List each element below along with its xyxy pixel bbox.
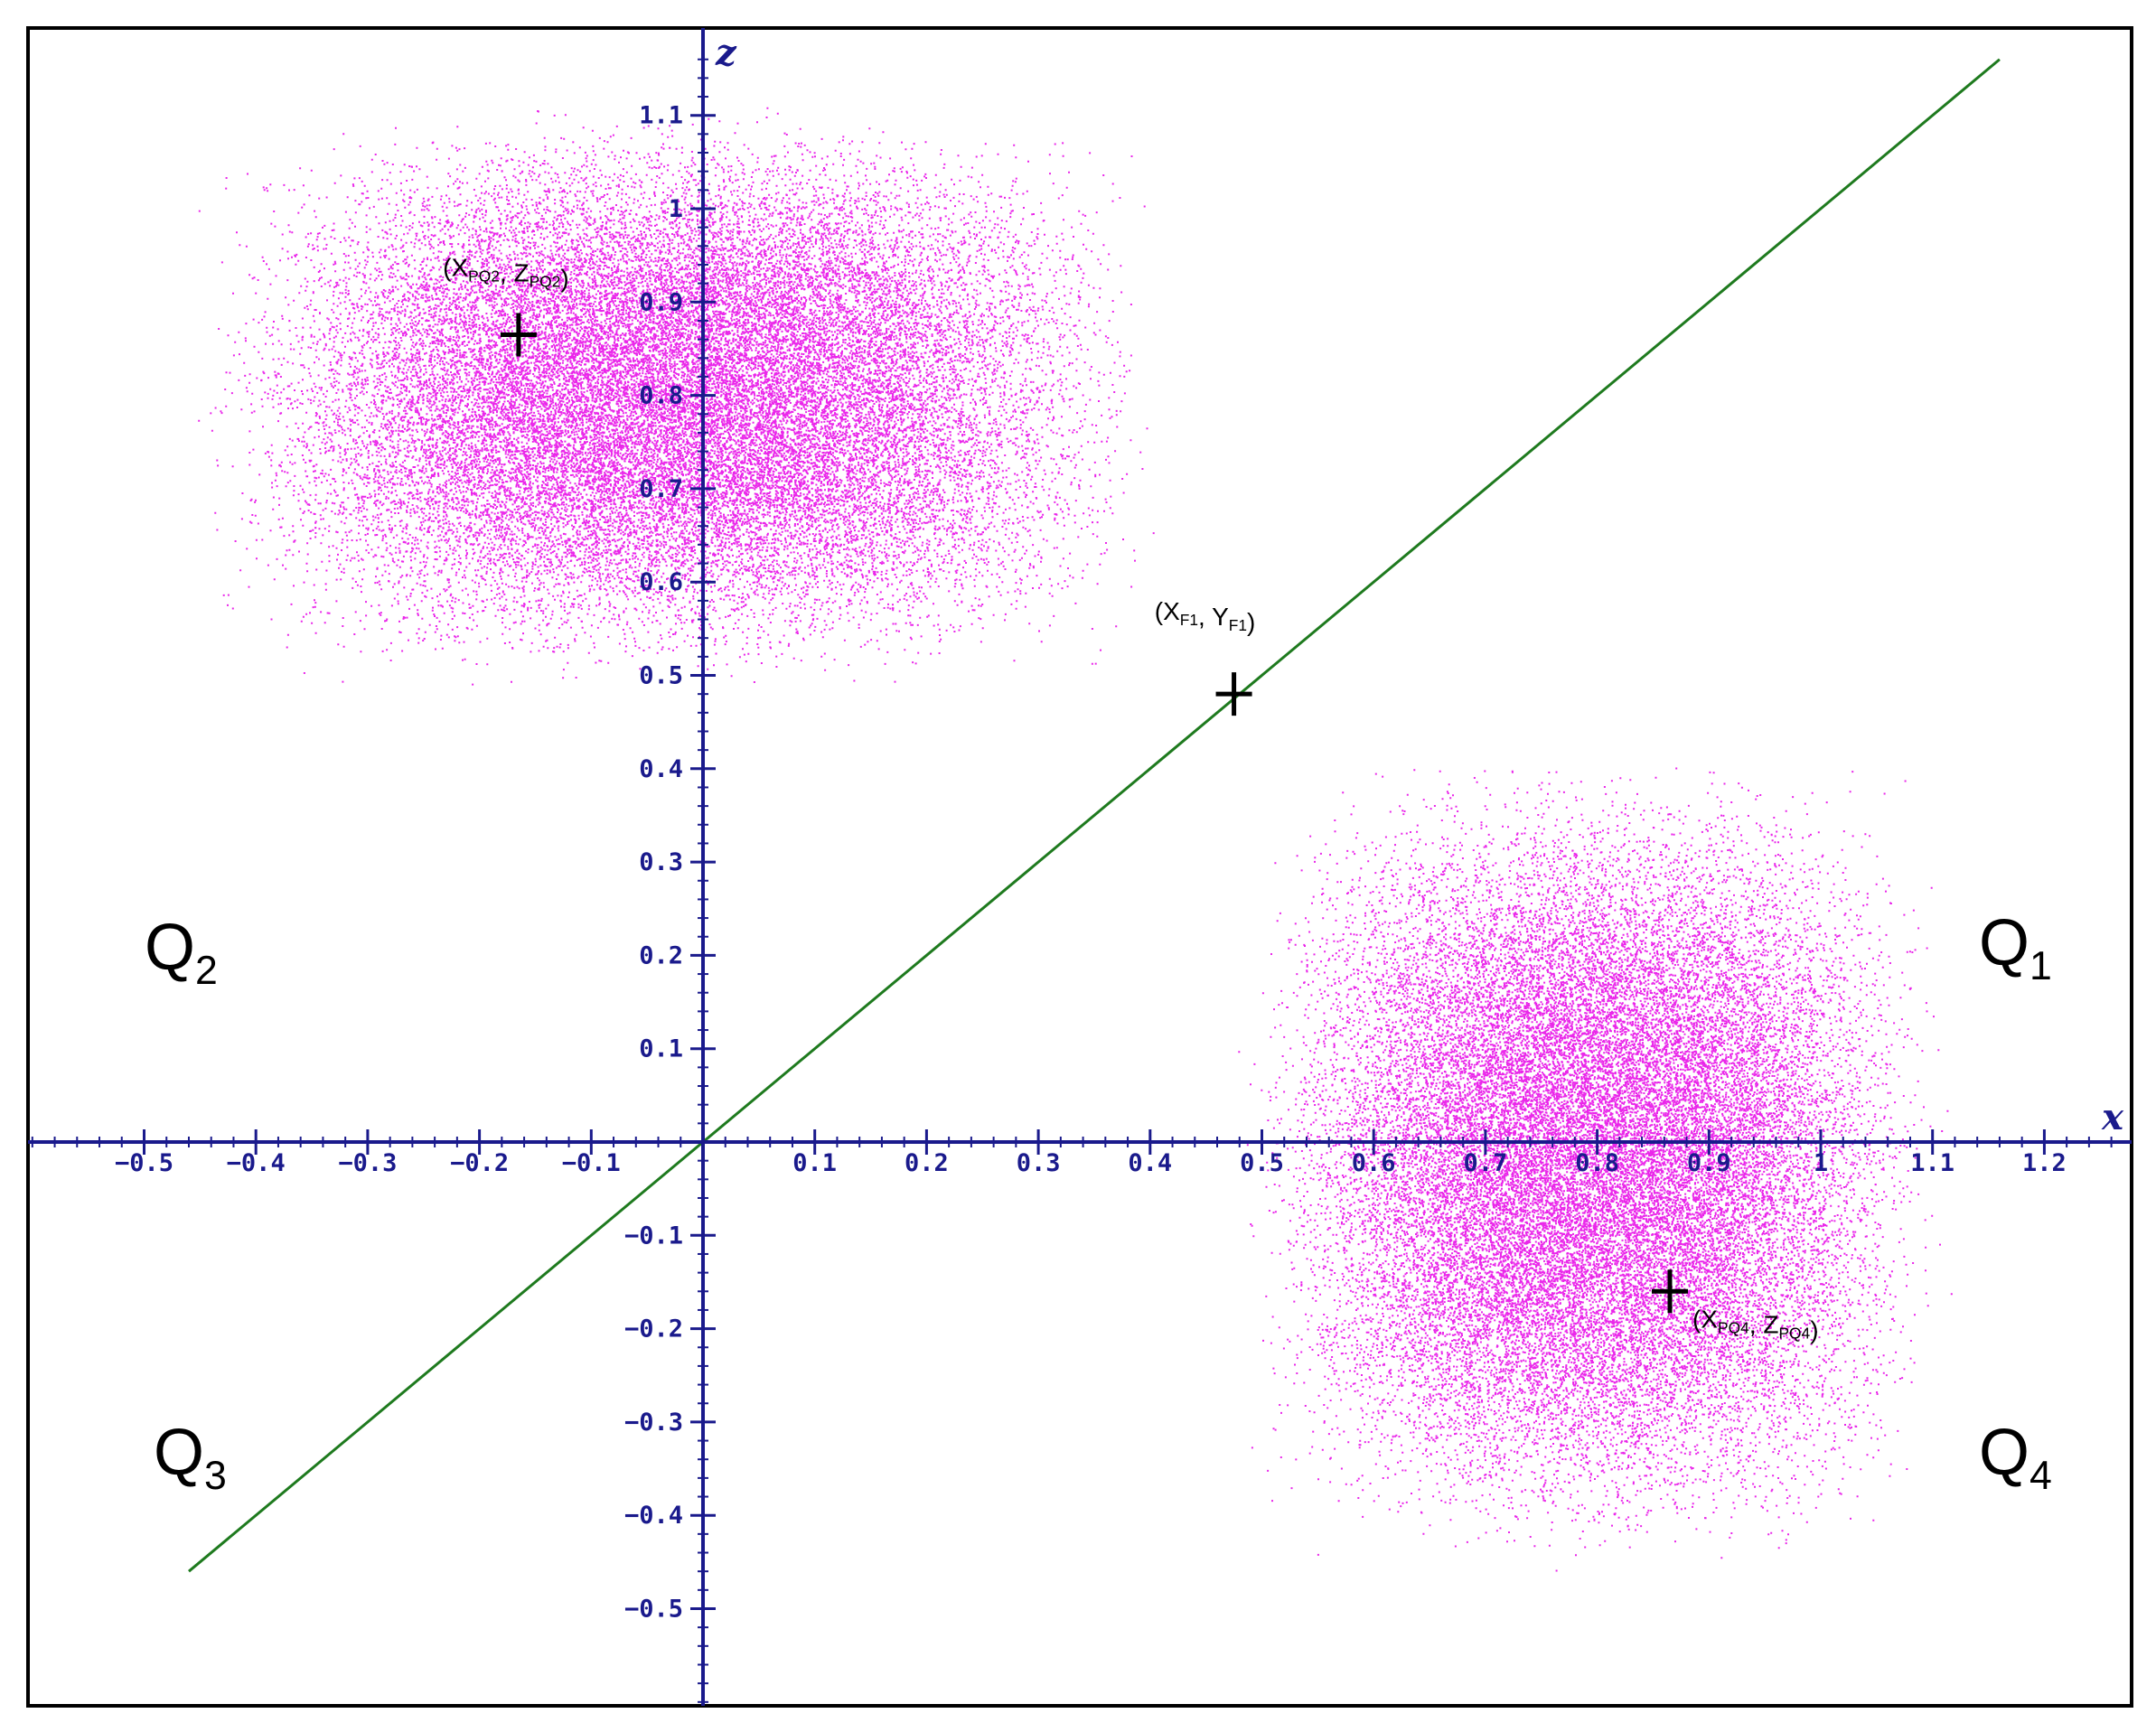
z-tick-label: 0.3: [639, 848, 683, 876]
quadrant-label-q4: Q4: [1979, 1417, 2052, 1498]
x-tick-label: 1.2: [2022, 1149, 2067, 1177]
label-text: X: [451, 253, 468, 281]
z-tick-label: 1: [669, 195, 683, 223]
x-tick-label: −0.4: [227, 1149, 286, 1177]
x-tick-label: 0.7: [1464, 1149, 1508, 1177]
label-text: X: [1163, 597, 1180, 625]
label-text: ): [560, 264, 568, 292]
diagonal-line-layer: [188, 58, 2001, 1573]
x-tick-label: 0.6: [1352, 1149, 1396, 1177]
cross-marker-pq4: [1652, 1269, 1689, 1314]
label-pq2: (XPQ2, ZPQ2): [443, 253, 569, 292]
x-tick-label: 0.1: [792, 1149, 837, 1177]
x-tick-label: −0.3: [338, 1149, 397, 1177]
x-tick-label: −0.1: [562, 1149, 621, 1177]
plot-frame: [26, 26, 2133, 1708]
label-text: (: [443, 253, 452, 281]
x-tick-label: 0.8: [1575, 1149, 1619, 1177]
x-axis-label: x: [2101, 1096, 2124, 1138]
z-tick-label: 0.8: [639, 382, 683, 410]
cluster-points: [1238, 767, 1953, 1572]
label-subscript: PQ2: [530, 272, 561, 290]
z-tick-label: −0.1: [624, 1222, 683, 1250]
z-tick-label: 0.2: [639, 941, 683, 969]
x-tick-label: −0.2: [450, 1149, 509, 1177]
label-subscript: PQ4: [1778, 1324, 1810, 1342]
x-tick-label: 0.9: [1687, 1149, 1731, 1177]
label-text: ): [1247, 608, 1255, 636]
label-text: Z: [513, 258, 529, 286]
x-tick-label: 0.2: [905, 1149, 949, 1177]
cluster-q4: [1238, 767, 1953, 1572]
label-text: ): [1810, 1315, 1818, 1343]
x-tick-label: 0.5: [1240, 1149, 1284, 1177]
z-tick-label: 0.1: [639, 1035, 683, 1063]
z-axis-label: z: [715, 32, 737, 74]
quadrant-number: 3: [204, 1454, 227, 1498]
quadrant-label-q3: Q3: [154, 1417, 227, 1498]
x-tick-label: 1: [1814, 1149, 1828, 1177]
quadrant-number: 4: [2029, 1454, 2052, 1498]
z-tick-label: 0.4: [639, 755, 683, 783]
quadrant-number: 1: [2029, 944, 2052, 988]
cross-marker-f1: [1215, 672, 1252, 716]
label-text: ,: [1198, 603, 1212, 631]
label-text: (: [1692, 1305, 1701, 1333]
cross-marker-pq2: [500, 313, 537, 357]
label-text: ,: [500, 258, 514, 286]
label-text: Z: [1763, 1310, 1778, 1338]
z-tick-label: −0.5: [624, 1596, 683, 1624]
label-subscript: F1: [1229, 616, 1247, 634]
x-tick-label: −0.5: [115, 1149, 173, 1177]
quadrant-label-q2: Q2: [145, 912, 218, 993]
z-tick-label: 0.5: [639, 662, 683, 690]
z-tick-label: −0.4: [624, 1502, 683, 1530]
label-text: X: [1701, 1305, 1718, 1333]
cluster-q2: [198, 107, 1155, 686]
scatter-clusters: [198, 107, 1953, 1572]
z-tick-label: −0.3: [624, 1409, 683, 1437]
label-text: ,: [1749, 1310, 1764, 1338]
x-tick-label: 0.3: [1017, 1149, 1061, 1177]
label-text: (: [1155, 597, 1164, 625]
x-tick-label: 0.4: [1128, 1149, 1172, 1177]
label-subscript: PQ4: [1718, 1318, 1749, 1336]
label-subscript: F1: [1180, 611, 1198, 629]
z-tick-label: 0.7: [639, 475, 683, 503]
quadrant-letter: Q: [1979, 1417, 2029, 1489]
cluster-points: [198, 107, 1155, 686]
axes-layer: −0.5 −0.4 −0.3 −0.2 −0.1 0.1 0.2 0.3 0.4 0.5 0.6 0.…: [28, 28, 2132, 1706]
z-tick-label: 0.9: [639, 288, 683, 316]
diagonal-line: [188, 58, 2001, 1573]
quadrant-number: 2: [195, 949, 218, 993]
z-tick-label: 1.1: [639, 102, 683, 130]
label-f1: (XF1, YF1): [1155, 597, 1256, 636]
z-tick-label: −0.2: [624, 1315, 683, 1343]
label-subscript: PQ2: [468, 267, 500, 285]
quadrant-letter: Q: [1979, 907, 2029, 979]
quadrant-label-q1: Q1: [1979, 907, 2052, 988]
label-pq4: (XPQ4, ZPQ4): [1692, 1305, 1819, 1343]
label-text: Y: [1212, 603, 1229, 631]
x-tick-label: 1.1: [1910, 1149, 1954, 1177]
quadrant-letter: Q: [145, 912, 195, 984]
z-tick-label: 0.6: [639, 568, 683, 596]
marker-layer: [500, 313, 1689, 1314]
quadrant-letter: Q: [154, 1417, 204, 1489]
annotation-layer: (XPQ2, ZPQ2)(XPQ4, ZPQ4)(XF1, YF1)Q1Q2Q3…: [145, 253, 2052, 1498]
